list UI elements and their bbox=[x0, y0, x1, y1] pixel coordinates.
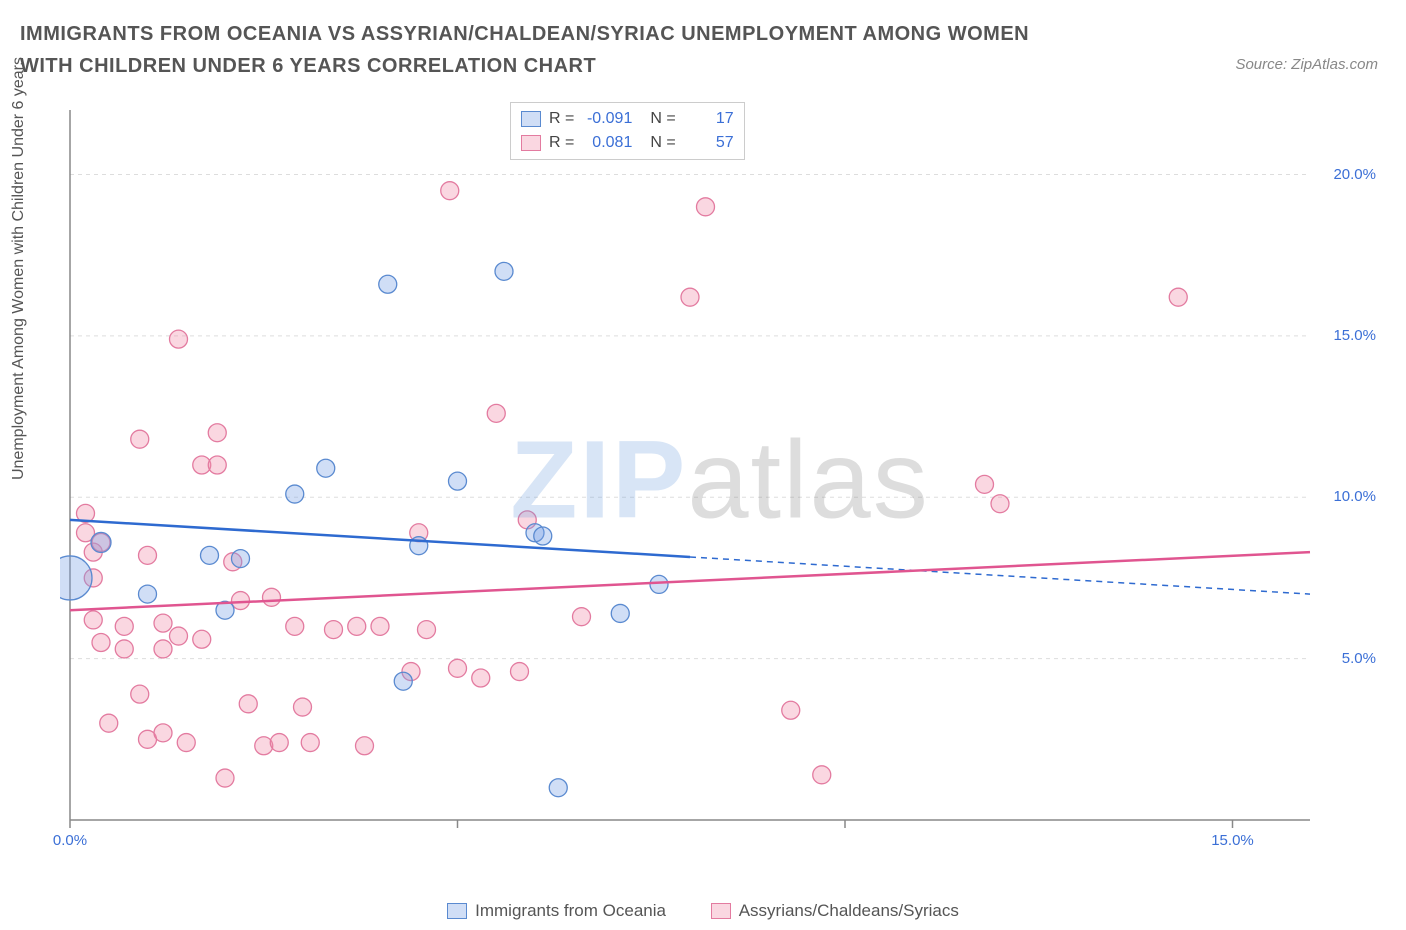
chart-svg bbox=[60, 100, 1380, 860]
n-value-series1: 17 bbox=[684, 107, 734, 131]
r-value-series2: 0.081 bbox=[582, 131, 632, 155]
swatch-series2-bottom bbox=[711, 903, 731, 919]
n-label-series2: N = bbox=[650, 131, 675, 155]
r-value-series1: -0.091 bbox=[582, 107, 632, 131]
y-tick-label: 5.0% bbox=[1316, 650, 1376, 667]
chart-container: IMMIGRANTS FROM OCEANIA VS ASSYRIAN/CHAL… bbox=[0, 0, 1406, 930]
n-label-series1: N = bbox=[650, 107, 675, 131]
r-label-series1: R = bbox=[549, 107, 574, 131]
series-legend: Immigrants from Oceania Assyrians/Chalde… bbox=[0, 901, 1406, 924]
legend-row-series2: R = 0.081 N = 57 bbox=[521, 131, 734, 155]
legend-item-series1: Immigrants from Oceania bbox=[447, 901, 666, 921]
x-tick-label: 15.0% bbox=[1203, 832, 1263, 849]
swatch-series1 bbox=[521, 111, 541, 127]
legend-item-series2: Assyrians/Chaldeans/Syriacs bbox=[711, 901, 959, 921]
series2-label: Assyrians/Chaldeans/Syriacs bbox=[739, 901, 959, 921]
correlation-legend: R = -0.091 N = 17 R = 0.081 N = 57 bbox=[510, 102, 745, 160]
y-axis-label: Unemployment Among Women with Children U… bbox=[10, 57, 28, 480]
source-label: Source: ZipAtlas.com bbox=[1235, 56, 1378, 73]
swatch-series1-bottom bbox=[447, 903, 467, 919]
y-tick-label: 10.0% bbox=[1316, 488, 1376, 505]
chart-title: IMMIGRANTS FROM OCEANIA VS ASSYRIAN/CHAL… bbox=[20, 18, 1070, 82]
n-value-series2: 57 bbox=[684, 131, 734, 155]
y-tick-label: 15.0% bbox=[1316, 327, 1376, 344]
x-tick-label: 0.0% bbox=[40, 832, 100, 849]
plot-area: ZIPatlas R = -0.091 N = 17 R = 0.081 N =… bbox=[60, 100, 1380, 860]
legend-row-series1: R = -0.091 N = 17 bbox=[521, 107, 734, 131]
swatch-series2 bbox=[521, 135, 541, 151]
r-label-series2: R = bbox=[549, 131, 574, 155]
y-tick-label: 20.0% bbox=[1316, 166, 1376, 183]
series1-label: Immigrants from Oceania bbox=[475, 901, 666, 921]
